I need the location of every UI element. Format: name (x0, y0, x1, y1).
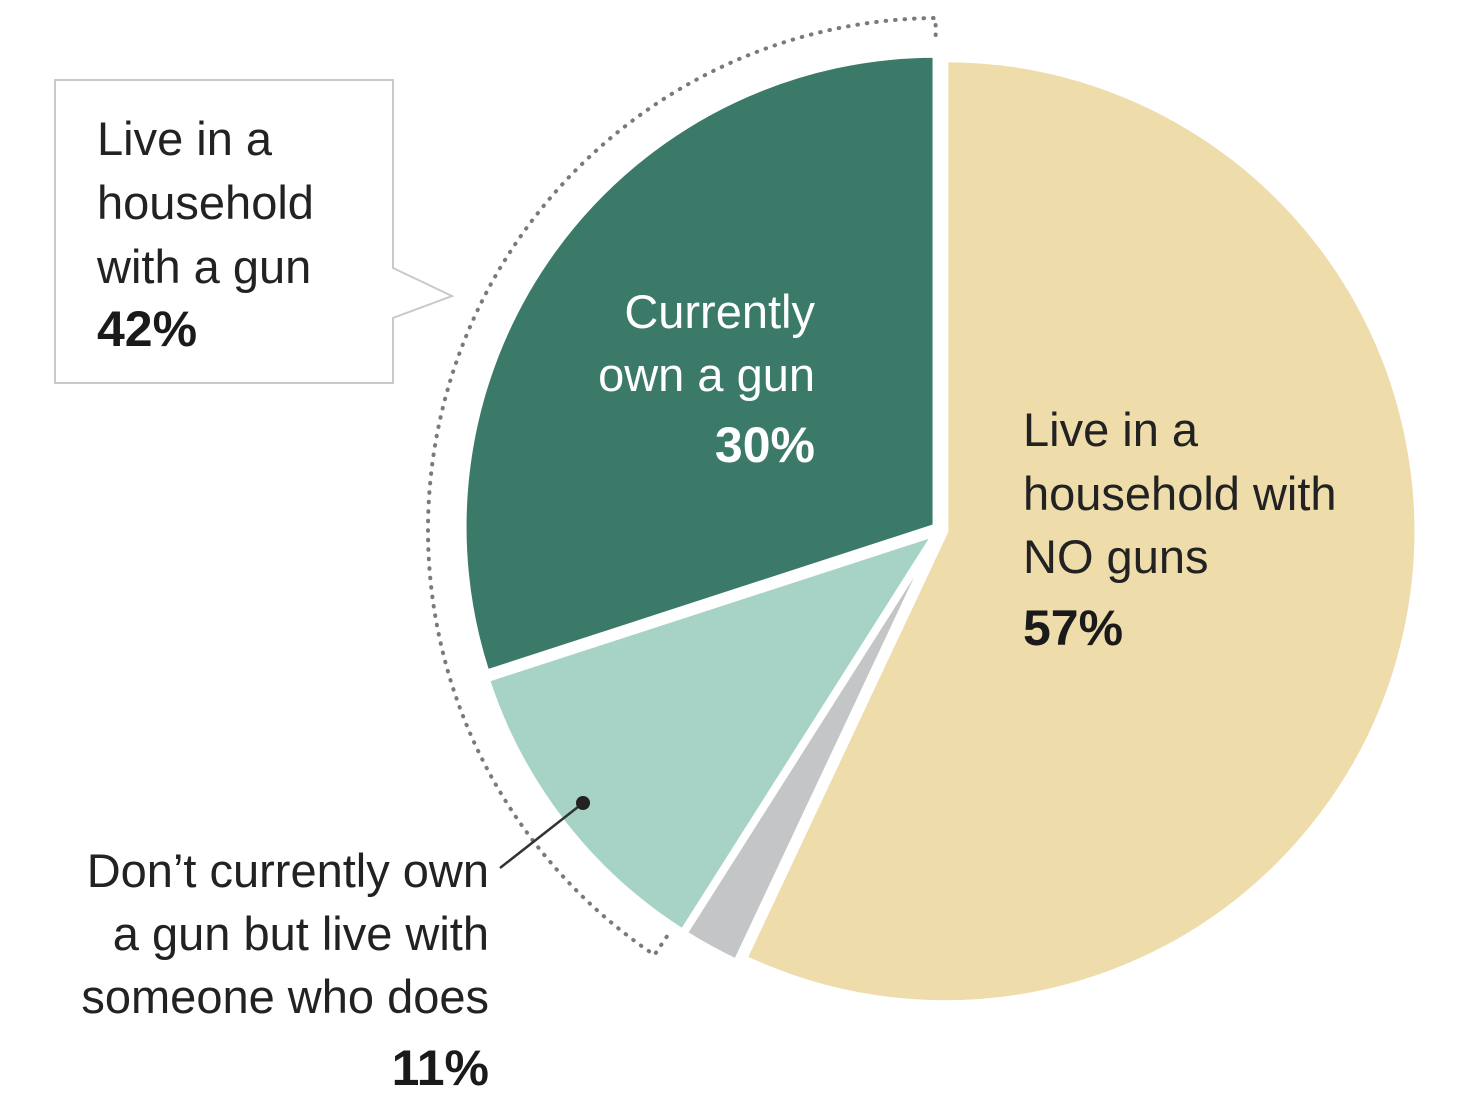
no-guns-label: Live in a household with NO guns 57% (1023, 403, 1337, 656)
own-gun-label-line-2: own a gun (598, 348, 815, 401)
no-guns-label-line-2: household with (1023, 467, 1337, 520)
no-guns-label-line-1: Live in a (1023, 403, 1199, 456)
callout-label-line-1: Live in a (97, 112, 273, 165)
live-with-owner-label-line-3: someone who does (81, 970, 489, 1023)
callout-box (54, 79, 455, 384)
own-gun-label: Currently own a gun 30% (598, 285, 815, 473)
callout-label-line-3: with a gun (96, 240, 311, 293)
live-with-owner-leader-dot (576, 796, 590, 810)
live-with-owner-leader-line (499, 802, 584, 869)
pie-slices (460, 51, 1421, 1007)
live-with-owner-label-line-2: a gun but live with (113, 907, 489, 960)
no-guns-value-label: 57% (1023, 600, 1123, 656)
live-with-owner-label-line-1: Don’t currently own (87, 844, 489, 897)
live-with-owner-label: Don’t currently own a gun but live with … (81, 844, 489, 1096)
pie-slice-live-with-owner (482, 527, 943, 937)
pie-slice-no-guns (740, 56, 1421, 1007)
callout-value-label: 42% (97, 301, 197, 357)
live-with-owner-value-label: 11% (392, 1040, 489, 1096)
no-guns-label-line-3: NO guns (1023, 530, 1208, 583)
callout-label-line-2: household (97, 176, 314, 229)
pie-slice-own-gun (460, 51, 939, 677)
household-with-gun-bracket (426, 15, 938, 958)
own-gun-value-label: 30% (715, 417, 815, 473)
household-with-gun-callout: Live in a household with a gun 42% (54, 79, 455, 384)
own-gun-label-line-1: Currently (624, 285, 815, 338)
